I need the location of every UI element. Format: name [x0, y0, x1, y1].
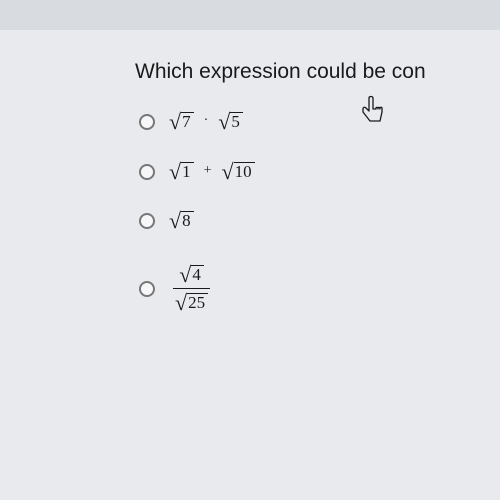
- option-a-expression: √7 · √5: [169, 112, 243, 132]
- options-list: √7 · √5 √1 + √10 √8 √4 √25: [139, 112, 500, 316]
- option-d[interactable]: √4 √25: [139, 261, 500, 316]
- radio-icon[interactable]: [139, 213, 155, 229]
- radio-icon[interactable]: [139, 114, 155, 130]
- option-a[interactable]: √7 · √5: [139, 112, 500, 132]
- radio-icon[interactable]: [139, 281, 155, 297]
- question-text: Which expression could be con: [135, 60, 500, 84]
- option-d-expression: √4 √25: [169, 261, 214, 316]
- option-b[interactable]: √1 + √10: [139, 162, 500, 182]
- option-b-expression: √1 + √10: [169, 162, 255, 182]
- option-c-expression: √8: [169, 211, 194, 231]
- radio-icon[interactable]: [139, 164, 155, 180]
- option-c[interactable]: √8: [139, 211, 500, 231]
